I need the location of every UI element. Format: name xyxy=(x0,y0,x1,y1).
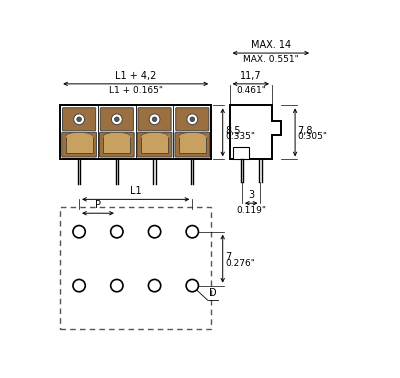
Text: P: P xyxy=(95,200,101,210)
Circle shape xyxy=(112,114,122,125)
Text: 7: 7 xyxy=(225,252,231,262)
Circle shape xyxy=(77,117,82,122)
Text: MAX. 0.551": MAX. 0.551" xyxy=(243,55,299,64)
Bar xyxy=(141,136,168,153)
Circle shape xyxy=(74,114,84,125)
Circle shape xyxy=(187,114,198,125)
Text: MAX. 14: MAX. 14 xyxy=(251,40,291,50)
FancyBboxPatch shape xyxy=(176,108,209,131)
Circle shape xyxy=(73,279,85,292)
FancyBboxPatch shape xyxy=(100,108,133,131)
Bar xyxy=(179,136,206,153)
FancyBboxPatch shape xyxy=(137,132,172,157)
Circle shape xyxy=(111,279,123,292)
Bar xyxy=(66,136,92,153)
Circle shape xyxy=(149,114,160,125)
Text: D: D xyxy=(209,288,217,298)
Text: L1 + 0.165": L1 + 0.165" xyxy=(109,86,163,95)
Text: L1: L1 xyxy=(130,186,142,196)
Text: 11,7: 11,7 xyxy=(240,71,262,81)
Bar xyxy=(60,105,211,159)
Text: 3: 3 xyxy=(248,190,254,200)
FancyBboxPatch shape xyxy=(62,108,96,131)
Text: 0.119": 0.119" xyxy=(236,206,266,215)
Text: 0.305": 0.305" xyxy=(297,133,327,141)
Text: 0.335": 0.335" xyxy=(225,133,255,141)
Bar xyxy=(234,147,249,159)
Circle shape xyxy=(186,226,198,238)
Text: 0.461": 0.461" xyxy=(236,86,266,95)
FancyBboxPatch shape xyxy=(62,132,96,157)
Circle shape xyxy=(186,279,198,292)
Polygon shape xyxy=(230,105,281,159)
Circle shape xyxy=(73,226,85,238)
Circle shape xyxy=(111,226,123,238)
Circle shape xyxy=(148,279,161,292)
Bar xyxy=(60,207,211,329)
Circle shape xyxy=(152,117,157,122)
FancyBboxPatch shape xyxy=(138,108,171,131)
FancyBboxPatch shape xyxy=(100,132,134,157)
FancyBboxPatch shape xyxy=(175,132,210,157)
Circle shape xyxy=(148,226,161,238)
Bar xyxy=(103,136,130,153)
Text: 8,5: 8,5 xyxy=(225,126,240,136)
Circle shape xyxy=(114,117,119,122)
Circle shape xyxy=(190,117,195,122)
Text: 0.276": 0.276" xyxy=(225,259,255,268)
Text: L1 + 4,2: L1 + 4,2 xyxy=(115,71,156,81)
Text: 7,8: 7,8 xyxy=(297,126,313,136)
